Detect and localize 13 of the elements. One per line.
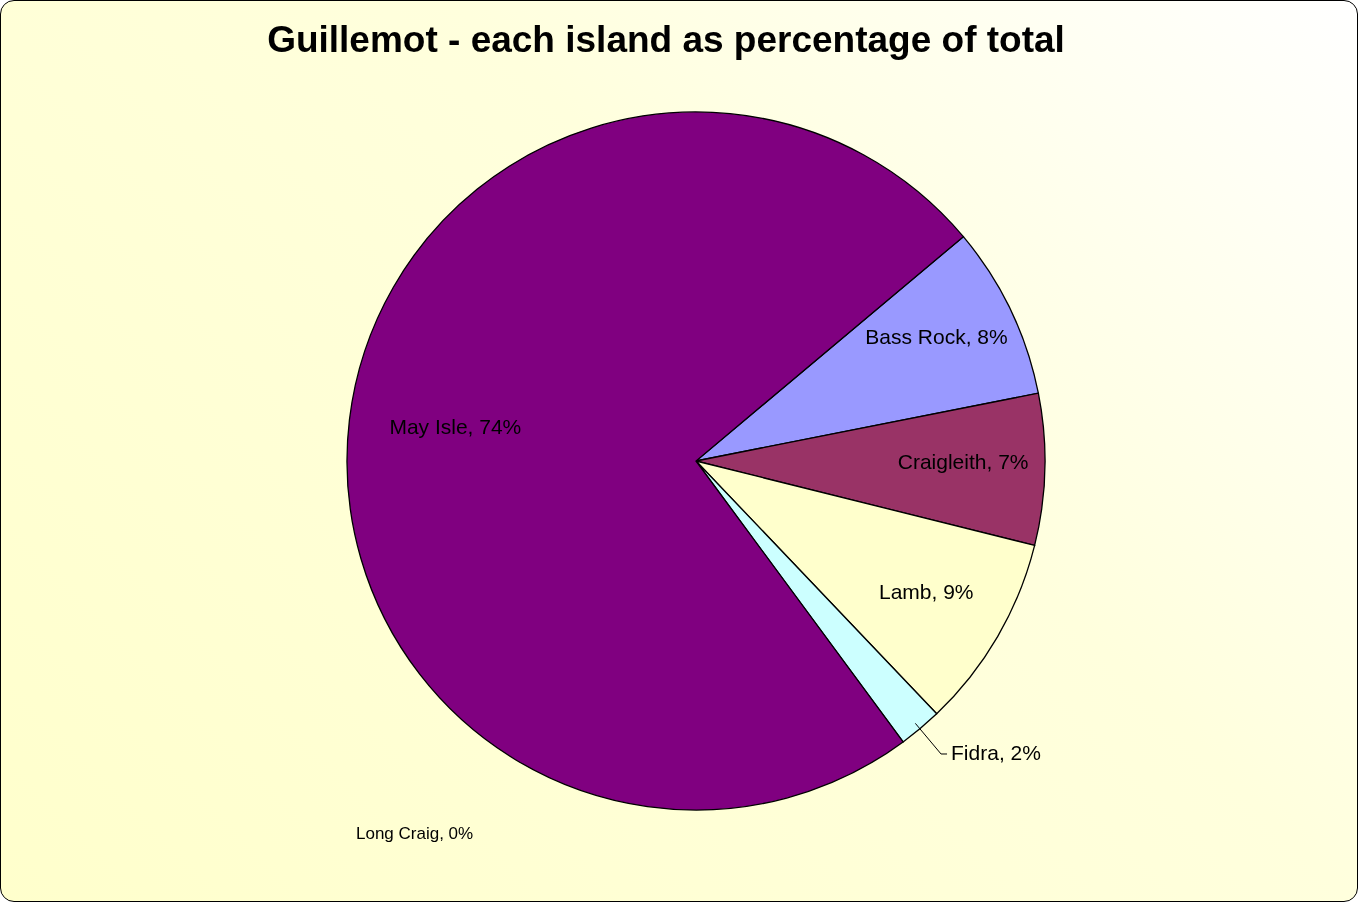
category-label: Long Craig <box>356 824 440 844</box>
data-label: , 74% <box>467 414 522 438</box>
data-label: , 8% <box>965 324 1008 348</box>
slice-label: Craigleith <box>897 449 987 473</box>
slice-label: May Isle <box>389 414 468 438</box>
slice-label: Fidra <box>951 740 1000 764</box>
slice-label: Bass Rock <box>865 324 967 348</box>
text: , 0% <box>439 824 474 844</box>
data-label: , 7% <box>986 449 1029 473</box>
data-label: , 9% <box>931 579 974 603</box>
data-label: , 2% <box>998 740 1041 764</box>
slice-label: Lamb <box>878 579 932 603</box>
chart-title: Guillemot - each island as percentage of total <box>266 19 1066 61</box>
